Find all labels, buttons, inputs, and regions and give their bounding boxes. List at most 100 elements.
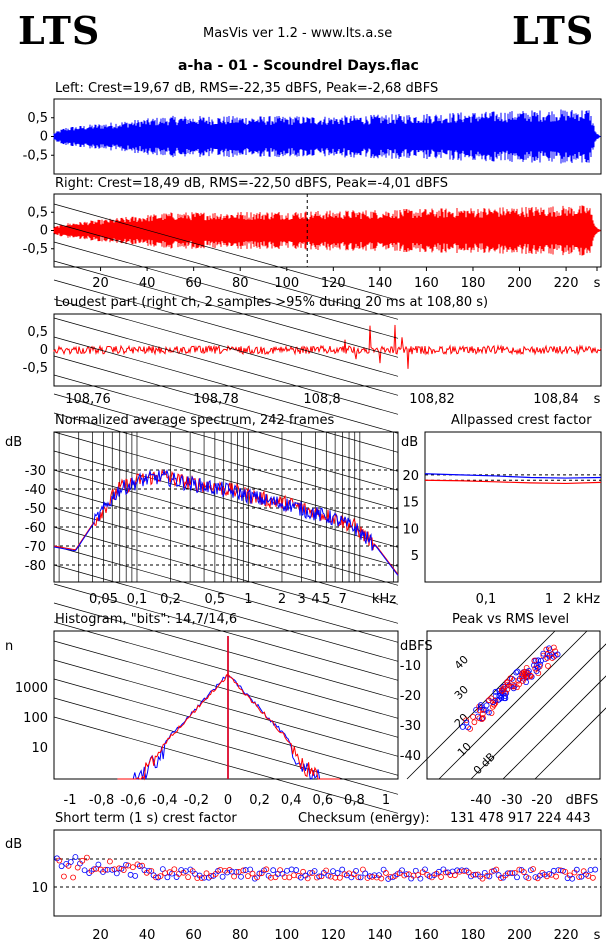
peakrms-point (516, 681, 522, 688)
spectrum-xtick-label: 0,1 (127, 592, 148, 607)
histogram-xtick-label: -1 (64, 793, 77, 808)
shortcrest-point (129, 864, 136, 871)
peakrms-xtick-label: dBFS (566, 793, 599, 808)
peakrms-point (491, 701, 497, 708)
histogram-xtick-label: 0,2 (249, 793, 270, 808)
shortcrest-point (244, 873, 251, 880)
spectrum-slope-line (53, 374, 399, 472)
shortcrest-xtick-label: 180 (461, 928, 486, 943)
allpass-ytick-label: 5 (411, 549, 419, 564)
allpass-xtick-label: 1 (545, 592, 553, 607)
spectrum-ytick-label: -70 (25, 540, 46, 555)
spectrum-xtick-label: kHz (372, 592, 396, 607)
peakrms-point (518, 673, 525, 680)
time-axis-tick-label: 140 (367, 276, 392, 291)
checksum-value: 131 478 917 224 443 (450, 811, 591, 826)
peakrms-point (528, 673, 535, 680)
shortcrest-point (323, 867, 330, 874)
shortcrest-point (521, 869, 527, 875)
shortcrest-point (127, 871, 134, 878)
shortcrest-point (198, 875, 205, 882)
right-channel-title: Right: Crest=18,49 dB, RMS=-22,50 dBFS, … (55, 176, 448, 191)
peakrms-point (476, 715, 483, 722)
shortcrest-point (516, 866, 523, 873)
shortcrest-point (590, 874, 596, 881)
peakrms-point (532, 665, 539, 672)
shortcrest-xtick-label: 60 (185, 928, 202, 943)
peakrms-point (476, 707, 483, 714)
spectrum-ytick-label: -50 (25, 502, 46, 517)
histogram-series-line (117, 673, 341, 781)
left-channel-ytick-label: 0 (40, 130, 48, 145)
shortcrest-point (148, 868, 155, 874)
peakrms-point (479, 711, 486, 717)
spectrum-xtick-label: 2 (278, 592, 286, 607)
spectrum-xtick-label: 1 (244, 592, 252, 607)
peakrms-point (480, 715, 486, 721)
loudest-xtick-label: 108,76 (65, 392, 111, 407)
peakrms-point (514, 668, 521, 675)
spectrum-slope-line (53, 298, 399, 396)
peakrms-point (521, 669, 528, 676)
shortcrest-point (107, 858, 113, 865)
shortcrest-point (339, 866, 346, 873)
shortcrest-point (569, 875, 576, 882)
peakrms-point (546, 645, 552, 652)
shortcrest-point (61, 873, 67, 880)
shortcrest-point (238, 873, 244, 880)
shortcrest-point (249, 870, 256, 877)
peakrms-point (496, 696, 502, 703)
shortcrest-point (95, 861, 102, 868)
spectrum-slope-line (53, 241, 399, 339)
shortcrest-xtick-label: s (594, 928, 601, 943)
shortcrest-point (578, 873, 585, 880)
shortcrest-point (562, 868, 569, 875)
right-channel-waveform (53, 205, 601, 256)
peakrms-diagonal-label: 0 dB (471, 750, 498, 777)
peakrms-frame (426, 630, 601, 780)
loudest-ytick-label: 0 (40, 343, 48, 358)
peakrms-diagonal-label: 10 (455, 740, 474, 759)
peakrms-point (535, 657, 542, 664)
histogram-frame (53, 630, 399, 780)
shortcrest-point (297, 874, 304, 881)
spectrum-series-line (53, 469, 399, 576)
spectrum-xtick-label: 5 (322, 592, 330, 607)
shortcrest-point (72, 854, 79, 860)
peakrms-point (504, 679, 511, 686)
peakrms-point (496, 693, 503, 699)
spectrum-xtick-label: 0,5 (205, 592, 226, 607)
peakrms-ytick-label: -10 (400, 659, 421, 674)
shortcrest-point (382, 870, 389, 876)
left-channel-title: Left: Crest=19,67 dB, RMS=-22,35 dBFS, P… (55, 81, 439, 96)
allpass-title: Allpassed crest factor (451, 413, 592, 428)
shortcrest-frame (53, 829, 602, 917)
shortcrest-point (256, 870, 263, 877)
shortcrest-point (412, 867, 419, 874)
shortcrest-xtick-label: 220 (554, 928, 579, 943)
shortcrest-point (417, 875, 424, 882)
shortcrest-point (233, 868, 240, 875)
spectrum-slope-line (53, 450, 399, 548)
peakrms-point (523, 679, 529, 686)
spectrum-slope-line (53, 526, 399, 624)
peakrms-ytick-label: -30 (400, 719, 421, 734)
shortcrest-point (486, 873, 493, 880)
shortcrest-point (353, 867, 359, 874)
spectrum-slope-line (53, 355, 399, 453)
histogram-ytick-label: 1000 (15, 681, 48, 696)
peakrms-ytick-label: -40 (400, 749, 421, 764)
peakrms-point (473, 706, 479, 713)
shortcrest-point (185, 874, 192, 881)
shortcrest-point (334, 870, 341, 876)
shortcrest-point (553, 873, 559, 880)
peakrms-point (459, 723, 466, 730)
shortcrest-point (525, 875, 532, 882)
shortcrest-point (514, 874, 520, 881)
peakrms-point (510, 685, 517, 692)
logo-left: LTS (18, 8, 101, 53)
shortcrest-point (300, 868, 307, 875)
shortcrest-point (203, 870, 210, 877)
shortcrest-point (530, 866, 536, 872)
time-axis-tick-label: 60 (185, 276, 202, 291)
